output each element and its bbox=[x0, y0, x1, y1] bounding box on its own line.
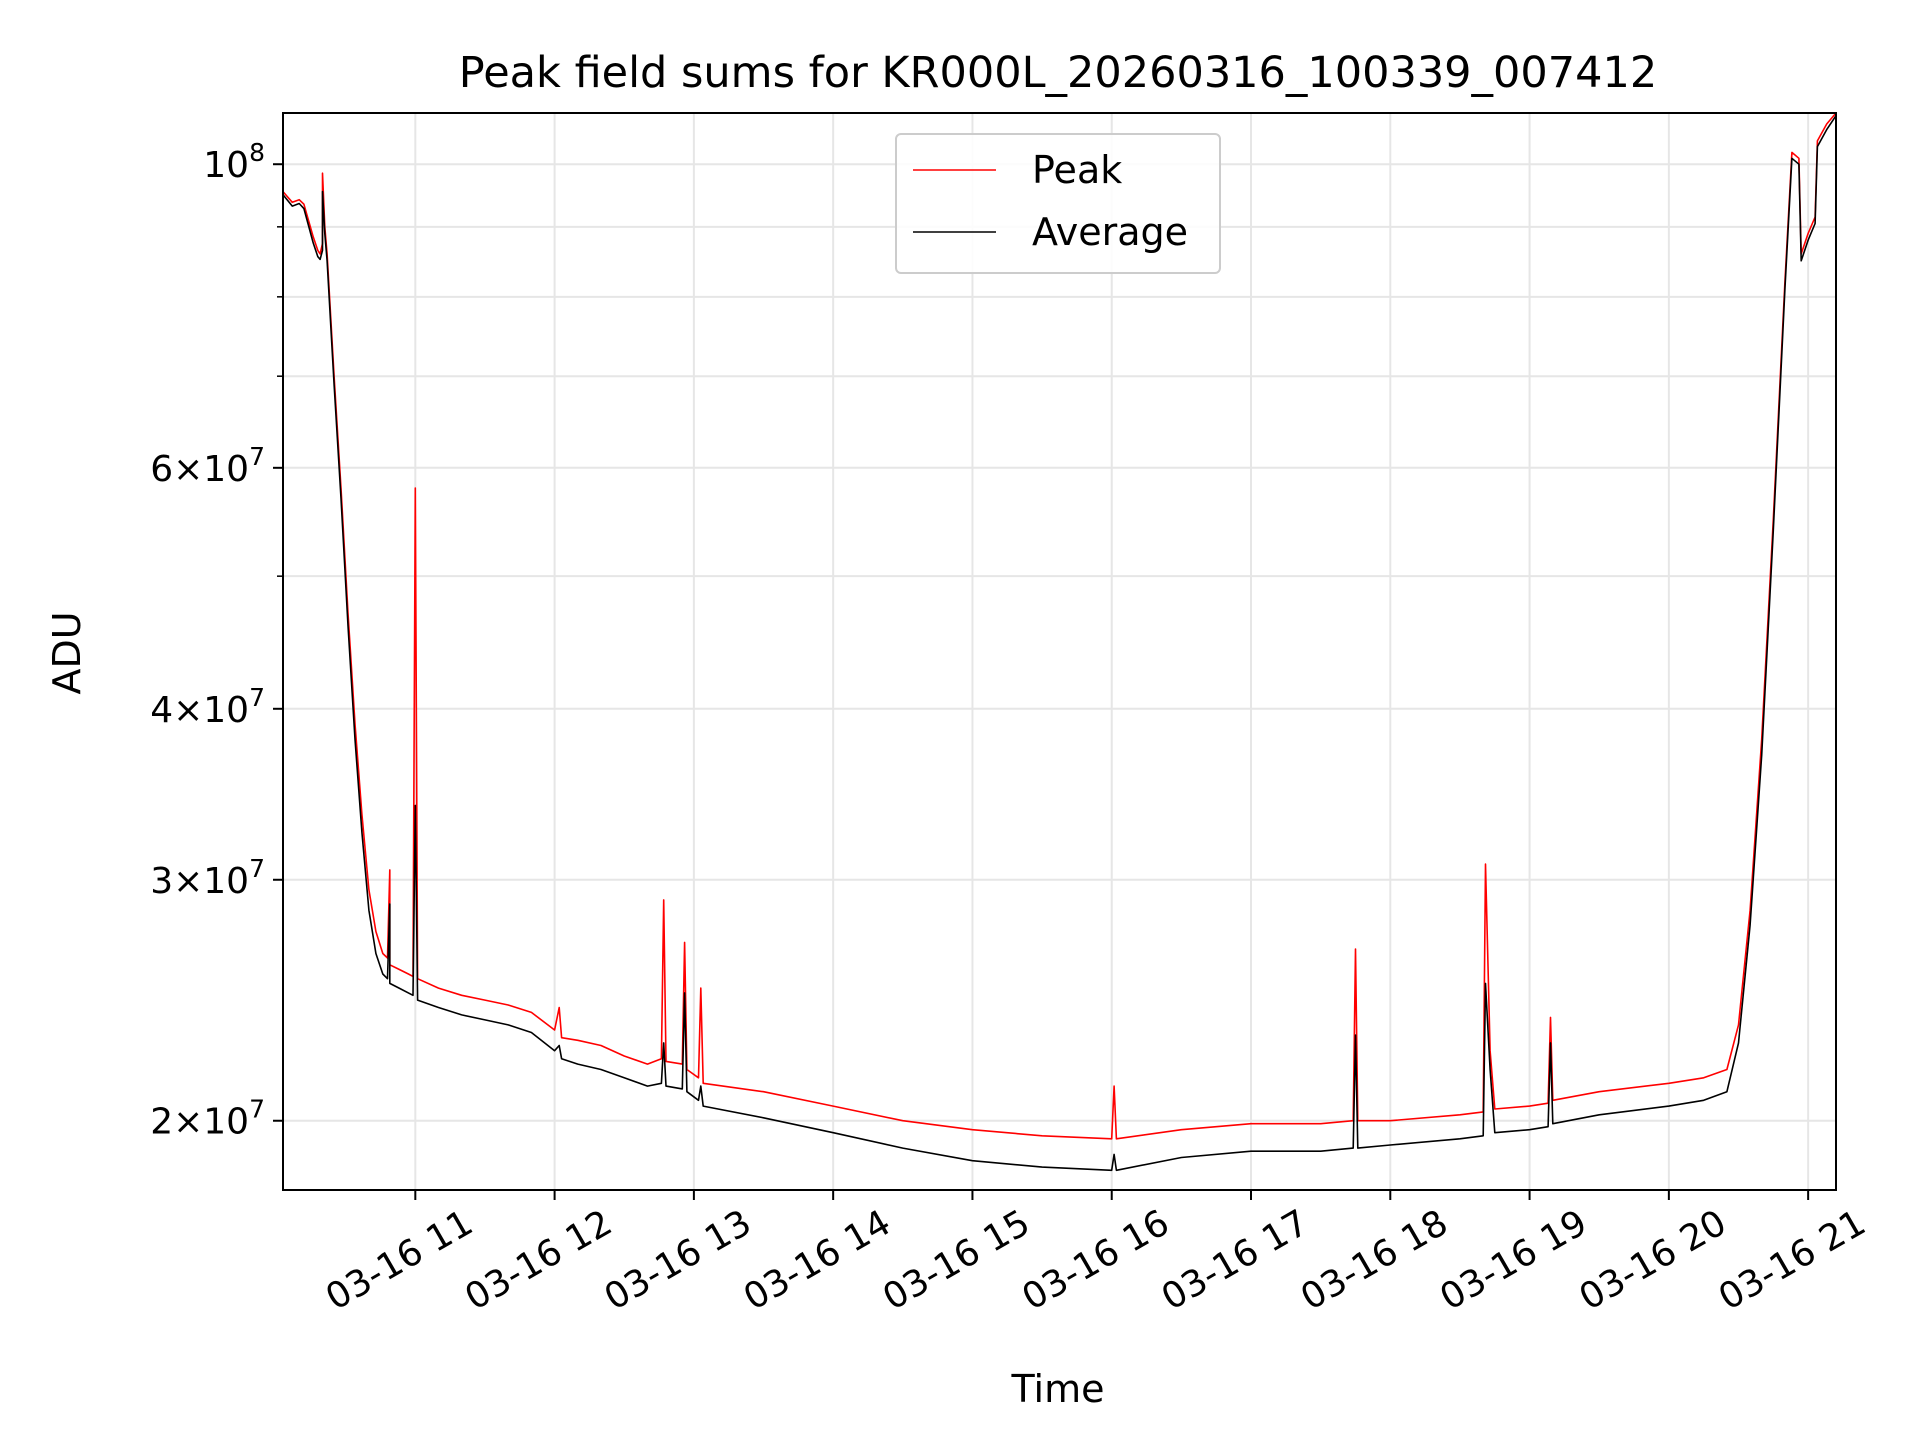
legend-label-average: Average bbox=[1032, 210, 1188, 254]
series-group bbox=[282, 112, 1837, 1172]
legend-label-peak: Peak bbox=[1032, 148, 1122, 192]
y-axis: 2×107 3×107 4×107 6×107 108 bbox=[150, 138, 283, 1143]
y-tick-label: 4×107 bbox=[150, 683, 265, 731]
series-line-average bbox=[282, 115, 1837, 1172]
legend-box bbox=[895, 133, 1221, 274]
x-axis-label: Time bbox=[1011, 1367, 1105, 1411]
chart-title: Peak field sums for KR000L_20260316_1003… bbox=[459, 48, 1657, 98]
y-tick-label: 3×107 bbox=[150, 854, 265, 902]
y-tick-label: 6×107 bbox=[150, 442, 265, 490]
plot-frame bbox=[282, 112, 1837, 1191]
grid bbox=[283, 113, 1836, 1190]
y-axis-label: ADU bbox=[45, 611, 89, 694]
legend: Peak Average bbox=[895, 133, 1221, 274]
y-tick-label: 2×107 bbox=[150, 1095, 265, 1143]
y-tick-label: 108 bbox=[203, 138, 265, 186]
series-line-peak bbox=[282, 112, 1837, 1140]
